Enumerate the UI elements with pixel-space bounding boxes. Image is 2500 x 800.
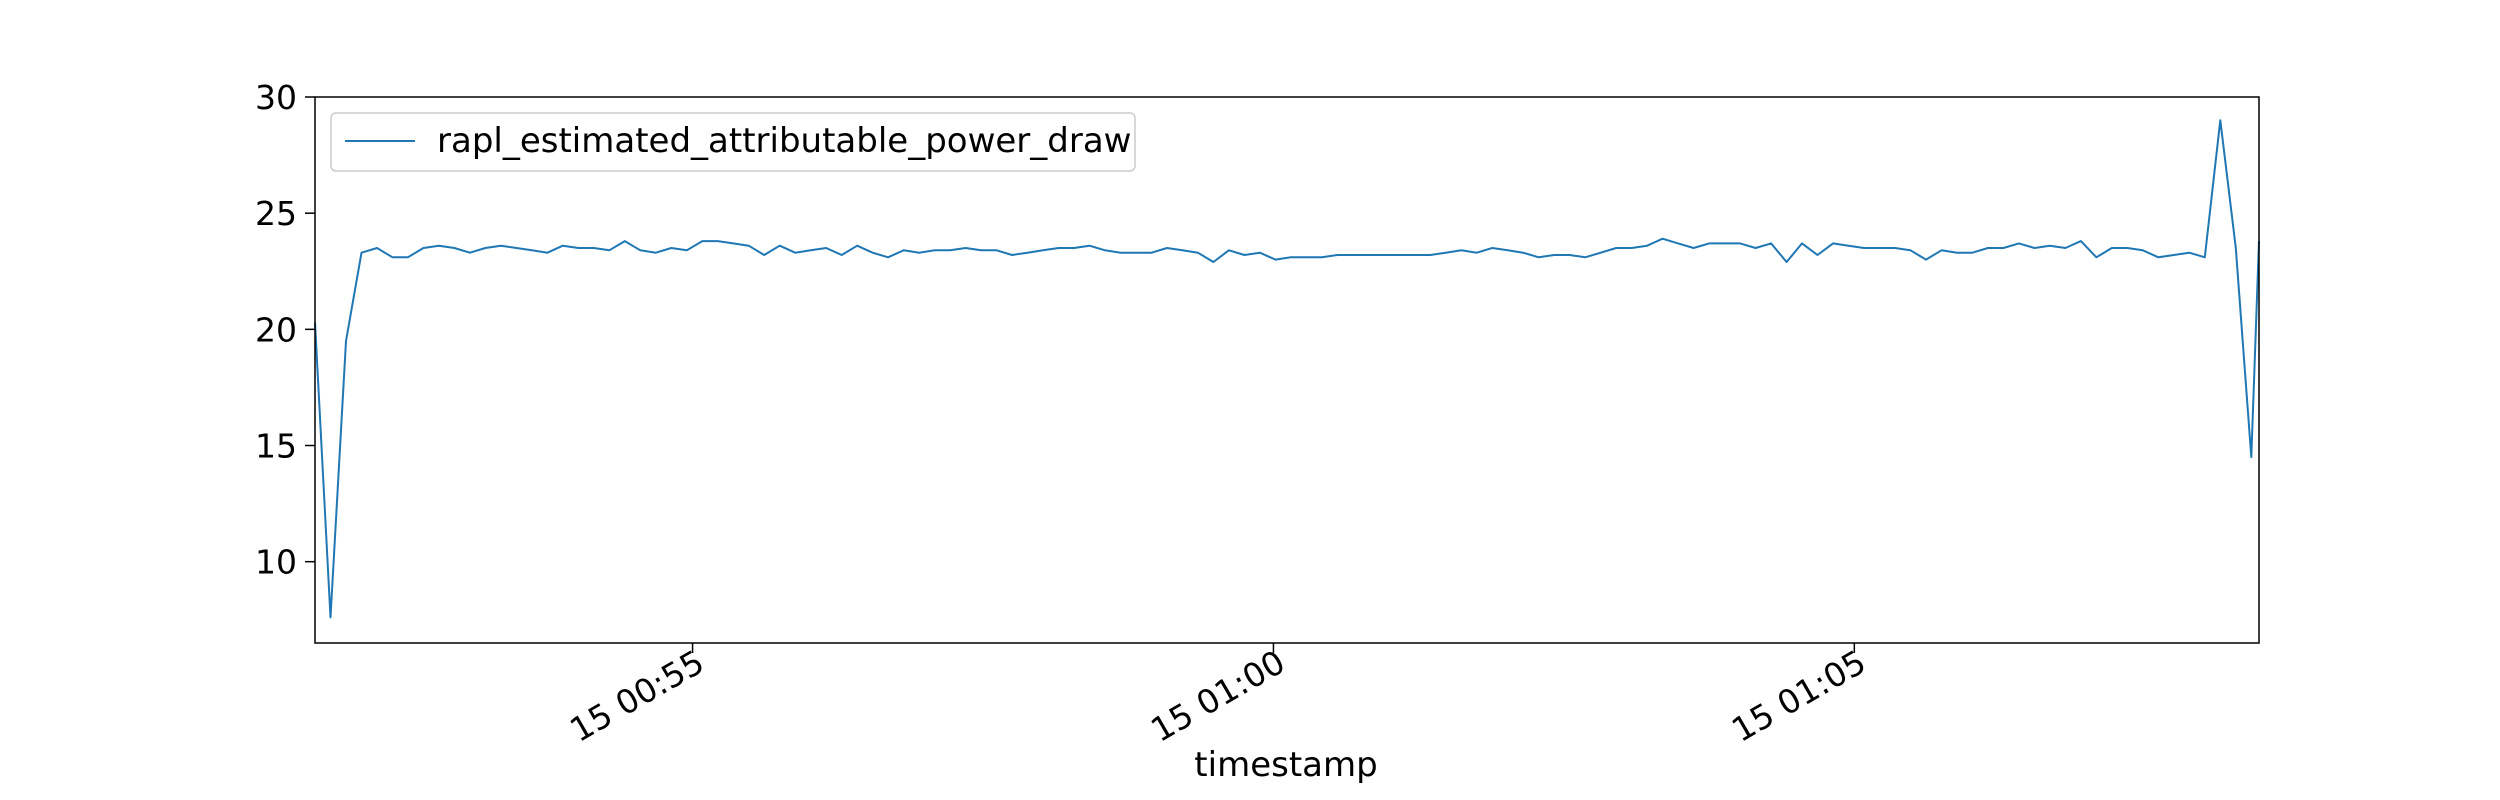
axes-frame — [314, 96, 2260, 644]
legend-label: rapl_estimated_attributable_power_draw — [437, 121, 1132, 161]
y-axis: 10 15 20 25 30 — [255, 78, 315, 582]
y-tick-label: 10 — [255, 543, 297, 582]
y-tick-label: 15 — [255, 427, 297, 466]
series-layer — [314, 119, 2260, 619]
legend: rapl_estimated_attributable_power_draw — [330, 112, 1136, 172]
x-axis-label: timestamp — [1194, 745, 1377, 785]
y-tick-label: 25 — [255, 194, 297, 233]
legend-frame — [330, 112, 1136, 172]
y-tick-label: 30 — [255, 78, 297, 117]
series-line-0 — [314, 119, 2260, 619]
plot-area — [314, 96, 2260, 644]
y-tick-label: 20 — [255, 310, 297, 349]
